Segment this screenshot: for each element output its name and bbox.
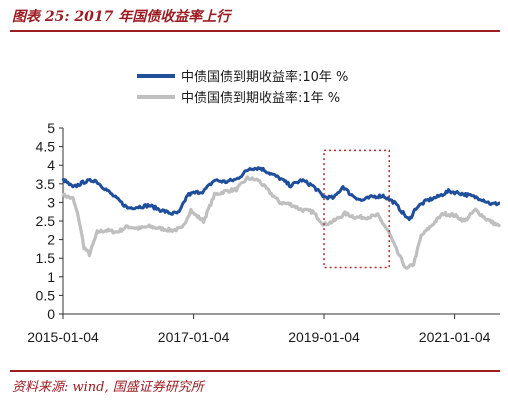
y-tick-label: 2 [47,232,55,248]
y-tick-label: 2.5 [36,213,56,229]
y-tick-label: 4.5 [36,139,56,155]
figure-title: 图表 25: 2017 年国债收益率上行 [12,9,231,25]
y-tick-label: 1 [47,269,55,285]
y-tick-label: 1.5 [36,250,56,266]
y-tick-label: 3 [47,194,55,210]
y-tick-label: 0 [47,306,55,322]
highlight-box [323,149,390,269]
x-tick-label: 2015-01-04 [27,329,99,345]
legend-label-1y: 中债国债到期收益率:1年 % [181,90,340,106]
legend-label-10y: 中债国债到期收益率:10年 % [181,69,348,85]
y-tick-label: 5 [47,120,55,136]
series-line-10y [61,166,501,222]
y-tick-label: 3.5 [36,176,56,192]
x-tick-label: 2017-01-04 [158,329,230,345]
x-tick-label: 2019-01-04 [288,329,360,345]
series-line-1y [61,175,502,270]
legend: 中债国债到期收益率:10年 % 中债国债到期收益率:1年 % [137,69,348,106]
source-rule [10,370,500,372]
source-note: 资料来源: wind, 国盛证券研究所 [12,380,204,395]
plot-area: 0 0.5 1 1.5 2 2.5 3 3.5 4 4.5 5 2015-01-04 2017-01-0… [27,120,502,345]
x-tick-label: 2021-01-04 [419,329,491,345]
y-tick-label: 0.5 [36,287,56,303]
y-tick-label: 4 [47,157,55,173]
title-rule [10,30,500,32]
